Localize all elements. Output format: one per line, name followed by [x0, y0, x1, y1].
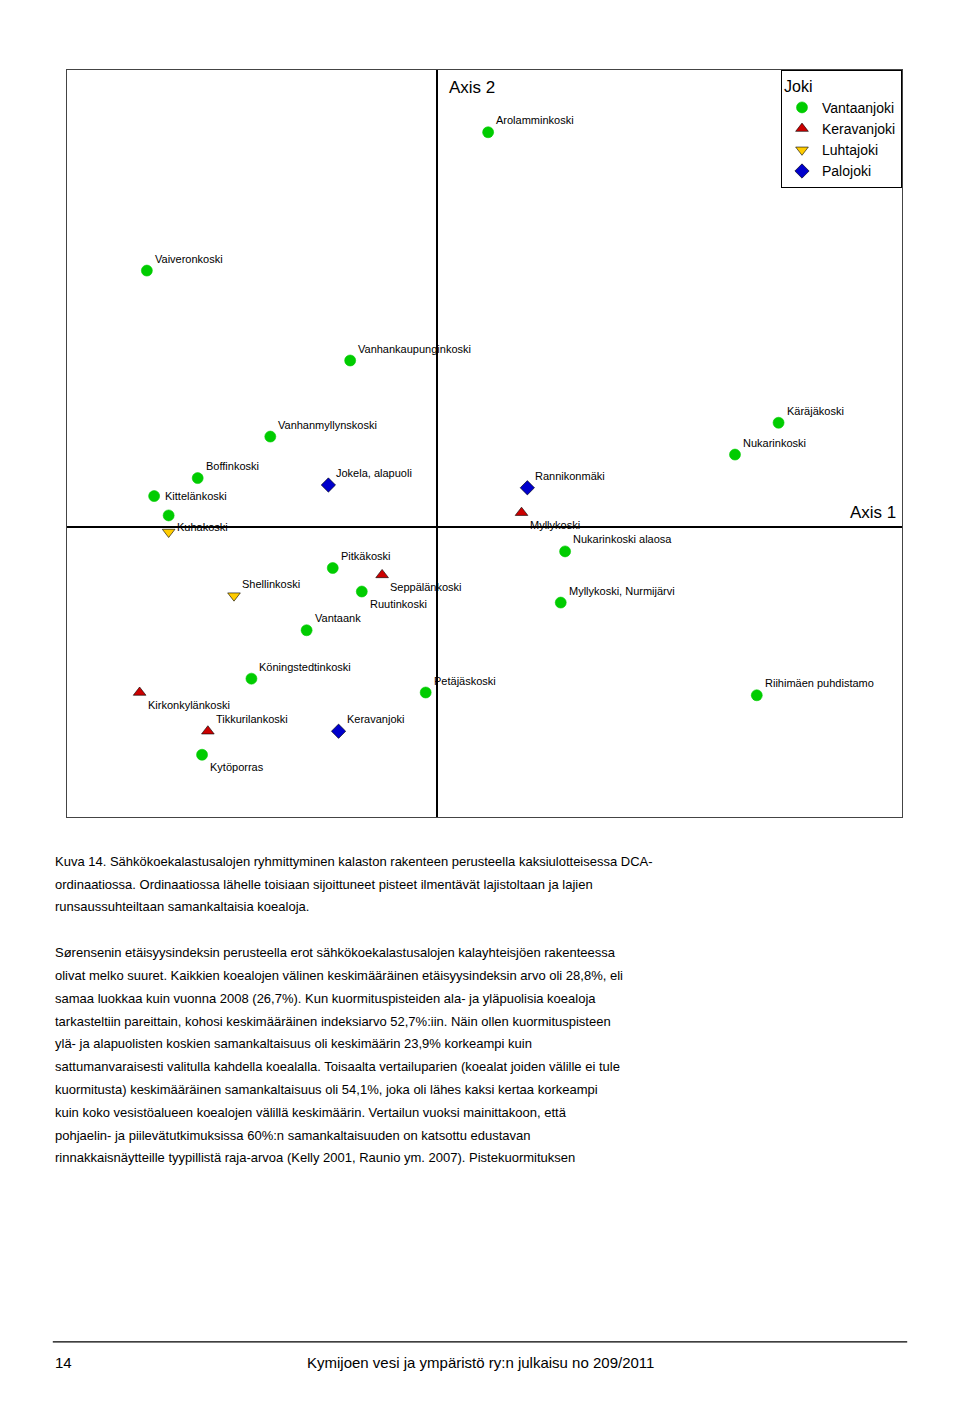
svg-text:Myllykoski, Nurmijärvi: Myllykoski, Nurmijärvi	[569, 585, 675, 597]
svg-text:Kymijoen vesi ja ympäristö ry:: Kymijoen vesi ja ympäristö ry:n julkaisu…	[307, 1354, 654, 1371]
svg-text:Kirkonkylänkoski: Kirkonkylänkoski	[148, 699, 230, 711]
svg-text:Käräjäkoski: Käräjäkoski	[787, 405, 844, 417]
svg-text:Keravanjoki: Keravanjoki	[347, 713, 404, 725]
svg-text:Myllykoski: Myllykoski	[530, 519, 580, 531]
svg-text:Nukarinkoski alaosa: Nukarinkoski alaosa	[573, 533, 672, 545]
svg-text:Köningstedtinkoski: Köningstedtinkoski	[259, 661, 351, 673]
svg-text:Sørensenin etäisyysindeksin pe: Sørensenin etäisyysindeksin perusteella …	[55, 945, 616, 960]
svg-text:Kytöporras: Kytöporras	[210, 761, 264, 773]
svg-text:Shellinkoski: Shellinkoski	[242, 578, 300, 590]
svg-text:Keravanjoki: Keravanjoki	[822, 121, 895, 137]
svg-text:Palojoki: Palojoki	[822, 163, 871, 179]
svg-text:Joki: Joki	[784, 78, 812, 95]
svg-text:Ruutinkoski: Ruutinkoski	[370, 598, 427, 610]
svg-text:Tikkurilankoski: Tikkurilankoski	[216, 713, 288, 725]
svg-text:Arolamminkoski: Arolamminkoski	[496, 114, 574, 126]
svg-text:Jokela, alapuoli: Jokela, alapuoli	[336, 467, 412, 479]
svg-text:kuin koko vesistöalueen koealo: kuin koko vesistöalueen koealojen välill…	[55, 1105, 567, 1120]
svg-text:Kittelänkoski: Kittelänkoski	[165, 490, 227, 502]
svg-text:rinnakkaisnäytteille tyypillis: rinnakkaisnäytteille tyypillistä raja-ar…	[55, 1150, 575, 1165]
svg-text:Petäjäskoski: Petäjäskoski	[434, 675, 496, 687]
svg-text:runsaussuhteiltaan samankaltai: runsaussuhteiltaan samankaltaisia koealo…	[55, 899, 309, 914]
svg-text:Rannikonmäki: Rannikonmäki	[535, 470, 605, 482]
svg-text:olivat melko suuret. Kaikkien: olivat melko suuret. Kaikkien koealojen …	[55, 968, 623, 983]
svg-text:pohjaelin- ja piilevätutkimuks: pohjaelin- ja piilevätutkimuksissa 60%:n…	[55, 1128, 531, 1143]
svg-text:Boffinkoski: Boffinkoski	[206, 460, 259, 472]
svg-text:Vanhanmyllynskoski: Vanhanmyllynskoski	[278, 419, 377, 431]
svg-text:Vantaanjoki: Vantaanjoki	[822, 100, 894, 116]
svg-text:kuormitusta) keskimääräinen sa: kuormitusta) keskimääräinen samankaltais…	[55, 1082, 598, 1097]
svg-text:Pitkäkoski: Pitkäkoski	[341, 550, 391, 562]
svg-text:ordinaatiossa. Ordinaatiossa l: ordinaatiossa. Ordinaatiossa lähelle toi…	[55, 877, 593, 892]
svg-text:Riihimäen puhdistamo: Riihimäen puhdistamo	[765, 677, 874, 689]
svg-text:Nukarinkoski: Nukarinkoski	[743, 437, 806, 449]
svg-text:Vantaank: Vantaank	[315, 612, 361, 624]
svg-text:Luhtajoki: Luhtajoki	[822, 142, 878, 158]
svg-text:tarkasteltiin pareittain, koho: tarkasteltiin pareittain, kohosi keskimä…	[55, 1014, 611, 1029]
svg-text:Vaiveronkoski: Vaiveronkoski	[155, 253, 223, 265]
svg-text:14: 14	[55, 1354, 72, 1371]
svg-text:Seppälänkoski: Seppälänkoski	[390, 581, 462, 593]
svg-text:ylä- ja alapuolisten koskien s: ylä- ja alapuolisten koskien samankaltai…	[55, 1036, 532, 1051]
svg-text:Kuva 14. Sähkökoekalastusaloje: Kuva 14. Sähkökoekalastusalojen ryhmitty…	[55, 854, 653, 869]
svg-text:Axis 1: Axis 1	[850, 503, 896, 522]
svg-text:sattumanvaraisesti valitulla k: sattumanvaraisesti valitulla kahdella ko…	[55, 1059, 620, 1074]
svg-text:samaa luokkaa kuin vuonna 2008: samaa luokkaa kuin vuonna 2008 (26,7%). …	[55, 991, 596, 1006]
svg-text:Vanhankaupunginkoski: Vanhankaupunginkoski	[358, 343, 471, 355]
svg-text:Axis 2: Axis 2	[449, 78, 495, 97]
svg-text:Kuhakoski: Kuhakoski	[177, 521, 228, 533]
